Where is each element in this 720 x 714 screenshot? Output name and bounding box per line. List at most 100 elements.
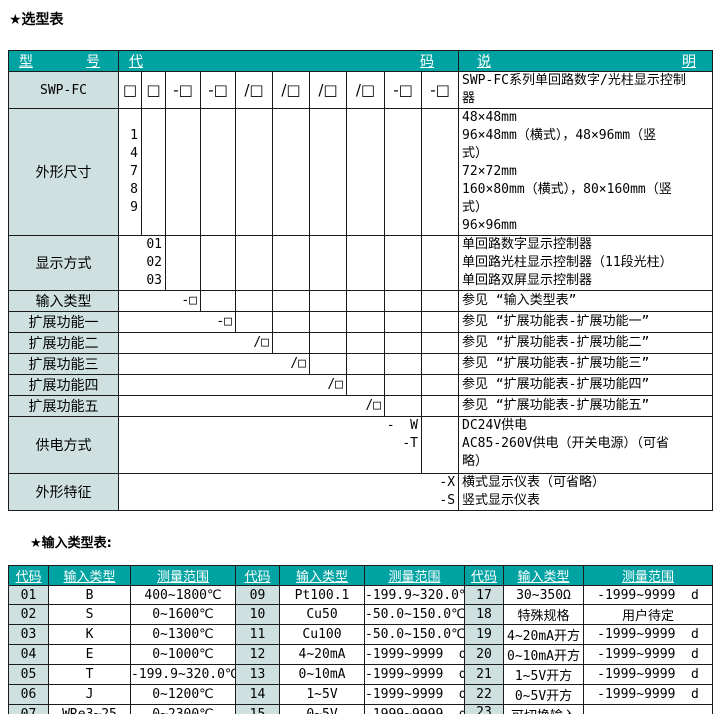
code-cell: 13 xyxy=(235,664,280,685)
header-model: 型号 xyxy=(8,50,119,72)
input-row: 04 E 0~1000℃ 12 4~20mA -1999~9999 d 20 0… xyxy=(8,644,713,665)
code-cell: 14 xyxy=(235,684,280,705)
power-supply-label: 供电方式 xyxy=(8,416,119,474)
input-type-code: -□ xyxy=(118,290,201,312)
code-cell: 02 xyxy=(8,604,49,625)
selection-header-row: 型号 代码 说明 xyxy=(8,50,714,72)
header-range-3: 测量范围 xyxy=(583,565,713,586)
range-cell: -1999~9999 d xyxy=(583,624,713,645)
range-cell xyxy=(583,704,713,714)
range-cell: -199.9~320.0℃ xyxy=(130,664,236,685)
code-cell: 03 xyxy=(8,624,49,645)
ext-func-3-desc: 参见 “扩展功能表-扩展功能三” xyxy=(458,353,714,375)
range-cell: 0~1000℃ xyxy=(130,644,236,665)
input-type-label: 输入类型 xyxy=(8,290,119,312)
code-cell: 17 xyxy=(464,585,504,605)
range-cell: -1999~9999 d xyxy=(364,664,465,685)
row-model-code: SWP-FC □ □ -□ -□ /□ /□ /□ /□ -□ -□ SWP-F… xyxy=(8,71,714,109)
code-box-5: /□ xyxy=(235,71,273,109)
type-cell: Pt100.1 xyxy=(279,585,365,605)
code-box-7: /□ xyxy=(309,71,347,109)
header-code-char-left: 代 xyxy=(129,54,143,70)
model-label: SWP-FC xyxy=(8,71,119,109)
header-model-char-left: 型 xyxy=(19,54,33,70)
input-type-table: 代码 输入类型 测量范围 代码 输入类型 测量范围 代码 输入类型 测量范围 0… xyxy=(8,565,713,714)
code-cell: 09 xyxy=(235,585,280,605)
ext-func-5-label: 扩展功能五 xyxy=(8,395,119,417)
ext-func-4-label: 扩展功能四 xyxy=(8,374,119,396)
type-cell: 1~5V开方 xyxy=(503,664,584,685)
shape-feature-codes: -X -S xyxy=(117,473,460,511)
type-cell: Cu100 xyxy=(279,624,365,645)
range-cell: -1999~9999 d xyxy=(364,644,465,665)
code-box-1: □ xyxy=(118,71,142,109)
type-cell: 特殊规格 xyxy=(503,604,584,625)
range-cell: 0~2300℃ xyxy=(130,704,236,714)
power-supply-desc: DC24V供电 AC85-260V供电（开关电源）（可省 略） xyxy=(458,416,714,474)
dimensions-codes: 1 4 7 8 9 xyxy=(118,108,142,236)
input-row: 02 S 0~1600℃ 10 Cu50 -50.0~150.0℃ 18 特殊规… xyxy=(8,604,713,625)
row-ext-func-1: 扩展功能一 -□ 参见 “扩展功能表-扩展功能一” xyxy=(8,311,714,333)
model-desc: SWP-FC系列单回路数字/光柱显示控制 器 xyxy=(458,71,714,109)
row-display-mode: 显示方式 01 02 03 单回路数字显示控制器 单回路光柱显示控制器（11段光… xyxy=(8,235,714,291)
row-shape-feature: 外形特征 -X -S 横式显示仪表（可省略） 竖式显示仪表 xyxy=(8,473,714,511)
type-cell: 0~10mA开方 xyxy=(503,644,584,665)
range-cell: -1999~9999 d xyxy=(583,664,713,685)
header-type-2: 输入类型 xyxy=(279,565,365,586)
type-cell: B xyxy=(48,585,131,605)
code-cell: 22 xyxy=(464,684,504,705)
code-cell: 05 xyxy=(8,664,49,685)
range-cell: 0~1600℃ xyxy=(130,604,236,625)
header-code-3: 代码 xyxy=(464,565,504,586)
code-box-3: -□ xyxy=(165,71,201,109)
dimensions-desc: 48×48mm 96×48mm（横式），48×96mm（竖 式） 72×72mm… xyxy=(458,108,714,236)
row-ext-func-4: 扩展功能四 /□ 参见 “扩展功能表-扩展功能四” xyxy=(8,374,714,396)
ext-func-1-label: 扩展功能一 xyxy=(8,311,119,333)
row-dimensions: 外形尺寸 1 4 7 8 9 48×48mm 96×48mm（横式），48×96… xyxy=(8,108,714,236)
code-box-6: /□ xyxy=(272,71,310,109)
row-input-type: 输入类型 -□ 参见 “输入类型表” xyxy=(8,290,714,312)
type-cell: 4~20mA xyxy=(279,644,365,665)
row-ext-func-2: 扩展功能二 /□ 参见 “扩展功能表-扩展功能二” xyxy=(8,332,714,354)
type-cell: 0~5V xyxy=(279,704,365,714)
display-mode-desc: 单回路数字显示控制器 单回路光柱显示控制器（11段光柱） 单回路双屏显示控制器 xyxy=(458,235,714,291)
ext-func-1-desc: 参见 “扩展功能表-扩展功能一” xyxy=(458,311,714,333)
type-cell: 1~5V xyxy=(279,684,365,705)
input-row: 07 WRe3~25 0~2300℃ 15 0~5V -1999~9999 d … xyxy=(8,704,713,714)
code-cell: 11 xyxy=(235,624,280,645)
code-box-10: -□ xyxy=(420,71,460,109)
input-row: 06 J 0~1200℃ 14 1~5V -1999~9999 d 22 0~5… xyxy=(8,684,713,705)
code-box-8: /□ xyxy=(346,71,385,109)
ext-func-3-label: 扩展功能三 xyxy=(8,353,119,375)
code-cell: 15 xyxy=(235,704,280,714)
header-type-1: 输入类型 xyxy=(48,565,131,586)
code-cell: 23 xyxy=(464,704,504,714)
selection-table-title: ★选型表 xyxy=(9,12,64,28)
code-box-9: -□ xyxy=(384,71,422,109)
ext-func-4-desc: 参见 “扩展功能表-扩展功能四” xyxy=(458,374,714,396)
input-row: 05 T -199.9~320.0℃ 13 0~10mA -1999~9999 … xyxy=(8,664,713,685)
range-cell: -1999~9999 d xyxy=(583,684,713,705)
header-desc: 说明 xyxy=(458,50,714,72)
type-cell: K xyxy=(48,624,131,645)
type-cell: S xyxy=(48,604,131,625)
code-cell: 12 xyxy=(235,644,280,665)
row-ext-func-3: 扩展功能三 /□ 参见 “扩展功能表-扩展功能三” xyxy=(8,353,714,375)
header-desc-char-right: 明 xyxy=(682,54,697,70)
range-cell: -1999~9999 d xyxy=(583,644,713,665)
ext-func-2-label: 扩展功能二 xyxy=(8,332,119,354)
range-cell: -1999~9999 d xyxy=(364,684,465,705)
ext-func-3-code: /□ xyxy=(118,353,310,375)
ext-func-5-desc: 参见 “扩展功能表-扩展功能五” xyxy=(458,395,714,417)
display-mode-codes: 01 02 03 xyxy=(118,235,166,291)
selection-table: 型号 代码 说明 SWP-FC □ □ -□ -□ /□ /□ /□ /□ -□… xyxy=(8,50,714,511)
code-box-4: -□ xyxy=(200,71,236,109)
range-cell: -1999~9999 d xyxy=(364,704,465,714)
header-code-1: 代码 xyxy=(8,565,49,586)
ext-func-4-code: /□ xyxy=(118,374,347,396)
range-cell: -50.0~150.0℃ xyxy=(364,624,465,645)
code-box-2: □ xyxy=(141,71,166,109)
header-type-3: 输入类型 xyxy=(503,565,584,586)
shape-feature-desc: 横式显示仪表（可省略） 竖式显示仪表 xyxy=(458,473,714,511)
type-cell: 0~5V开方 xyxy=(503,684,584,705)
